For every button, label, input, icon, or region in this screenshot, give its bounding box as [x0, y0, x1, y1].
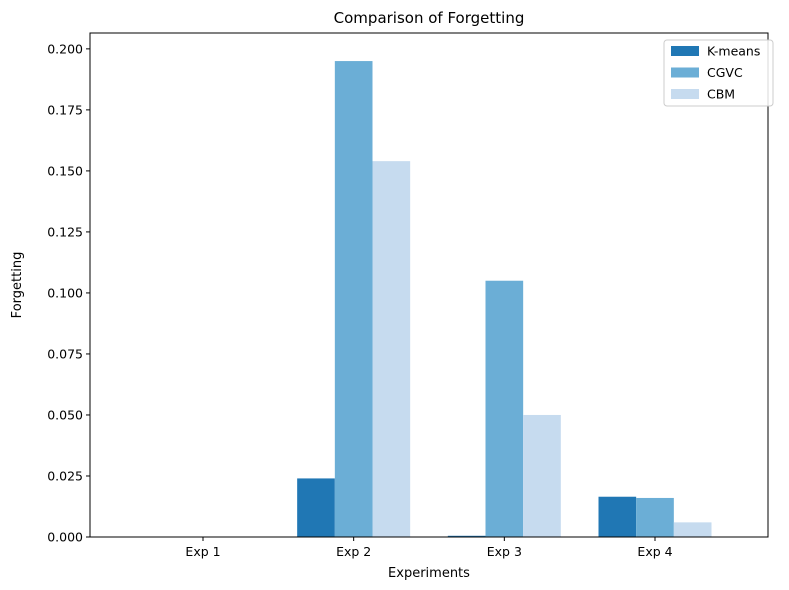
x-tick-label: Exp 4: [637, 544, 672, 559]
bar-cbm-exp-3: [523, 414, 561, 537]
bar-cbm-exp-4: [673, 522, 712, 537]
bars-group: [297, 61, 712, 537]
x-tick-label: Exp 3: [487, 544, 522, 559]
y-tick-label: 0.175: [47, 102, 83, 117]
y-tick-label: 0.050: [47, 407, 83, 422]
legend-label: CGVC: [707, 65, 743, 80]
bar-k-means-exp-3: [447, 535, 486, 537]
bar-cgvc-exp-4: [636, 497, 674, 537]
y-tick-label: 0.150: [47, 163, 83, 178]
x-axis: Exp 1 Exp 2 Exp 3 Exp 4: [185, 537, 673, 559]
y-tick-label: 0.100: [47, 285, 83, 300]
bar-k-means-exp-2: [297, 478, 335, 537]
legend-swatch: [671, 46, 699, 56]
x-tick-label: Exp 2: [336, 544, 371, 559]
y-tick-label: 0.025: [47, 468, 83, 483]
y-tick-label: 0.000: [47, 530, 83, 545]
legend-swatch: [671, 67, 699, 78]
legend-label: K-means: [707, 44, 760, 59]
legend-label: CBM: [707, 87, 735, 102]
legend: K-means CGVC CBM: [663, 39, 774, 107]
y-axis: 0.000 0.025 0.050 0.075 0.100 0.125 0.150 0.175…: [47, 41, 90, 545]
bar-k-means-exp-4: [598, 496, 637, 537]
y-tick-label: 0.075: [47, 346, 83, 361]
bar-cgvc-exp-3: [485, 280, 524, 537]
legend-swatch: [671, 89, 699, 99]
y-tick-label: 0.125: [47, 224, 83, 239]
y-tick-label: 0.200: [47, 41, 83, 56]
x-tick-label: Exp 1: [185, 544, 220, 559]
chart-title: Comparison of Forgetting: [334, 9, 525, 27]
bar-cbm-exp-2: [372, 161, 411, 537]
bar-cgvc-exp-2: [334, 61, 373, 537]
y-axis-label: Forgetting: [10, 252, 25, 319]
x-axis-label: Experiments: [388, 566, 470, 581]
plot-frame: [89, 32, 769, 538]
